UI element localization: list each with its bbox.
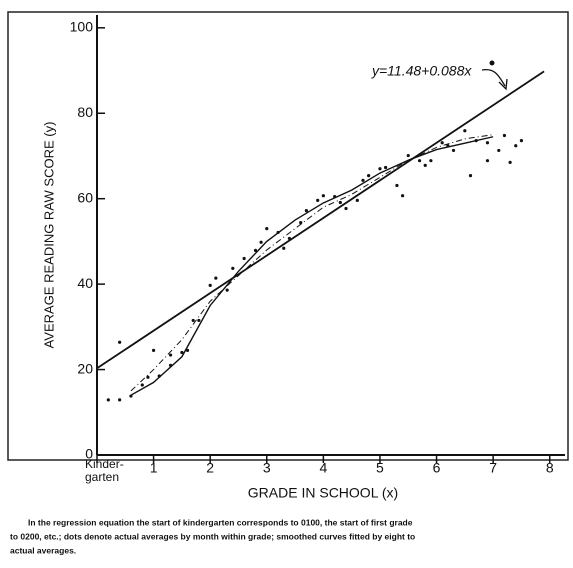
x-tick-label: 5 [376,460,384,476]
footnote: In the regression equation the start of … [28,517,413,527]
x-tick-label: 8 [546,460,554,476]
y-tick-label: 80 [77,104,93,120]
data-point [440,141,444,145]
data-point [180,350,184,355]
data-point [417,159,422,163]
data-point [118,340,122,344]
data-point [463,129,467,133]
x-tick-label: 3 [263,460,271,476]
data-point [168,353,173,357]
data-point [197,318,201,323]
data-point [214,276,218,280]
data-point [355,198,359,202]
data-point [423,163,427,167]
data-point [361,178,365,182]
frame [7,11,569,461]
data-point [146,375,150,379]
y-tick-label: 0 [85,446,93,462]
x-tick-label: 6 [433,460,441,476]
y-axis-label: AVERAGE READING RAW SCORE (y) [41,122,56,349]
data-point [208,283,212,288]
data-point [168,363,173,367]
footnote: actual averages. [10,545,76,555]
data-point [367,174,371,178]
smoothed-curve [130,136,494,396]
data-point [502,133,507,138]
x-tick-label: 1 [150,460,158,476]
data-point [129,394,133,398]
data-point [344,206,348,211]
data-point [118,398,122,402]
x-tick-label: 4 [319,460,327,476]
data-point [400,194,405,198]
data-point [225,288,229,292]
data-point [242,256,246,261]
data-point [253,248,258,252]
data-point [231,266,235,270]
data-point [140,383,144,387]
data-point [259,240,263,244]
x-tick-label: 2 [206,460,214,476]
data-point [338,200,342,205]
x-tick-label: Kinder-garten [85,457,124,484]
data-point [514,144,518,148]
y-tick-label: 40 [77,275,93,291]
data-point [485,159,490,163]
data-point [446,144,450,148]
data-point [321,194,325,198]
footnote: to 0200, etc.; dots denote actual averag… [10,531,415,541]
data-point [395,183,399,188]
y-tick-label: 60 [77,189,93,205]
smoothed-curve [130,134,494,392]
y-tick-label: 20 [77,360,93,376]
data-point [316,198,320,202]
data-point [468,174,473,178]
data-point [276,230,280,235]
data-point [191,318,195,323]
data-point [157,374,161,378]
annotation-arrow [481,68,506,87]
data-point [282,246,286,250]
data-point [519,138,524,143]
data-point [451,148,456,153]
data-point [429,159,433,163]
annotation-arrowhead [498,78,508,91]
data-point [185,348,190,352]
data-point [287,236,292,241]
data-point [497,148,501,153]
x-tick-label: 7 [489,460,497,476]
annotation: y=11.48+0.088x [371,63,472,79]
data-point [304,209,308,213]
data-point [508,160,512,164]
data-point [406,153,410,158]
x-axis-label: GRADE IN SCHOOL (x) [248,485,398,501]
data-point [384,165,388,170]
regression-line [96,70,545,370]
y-tick-label: 100 [70,19,94,35]
data-point [265,226,269,231]
data-point [151,348,156,352]
data-point [299,221,303,225]
data-point [106,398,110,402]
data-point [378,167,382,171]
annotation-star [489,60,495,66]
data-point [333,194,337,199]
data-point [474,138,478,143]
data-point [485,141,490,145]
